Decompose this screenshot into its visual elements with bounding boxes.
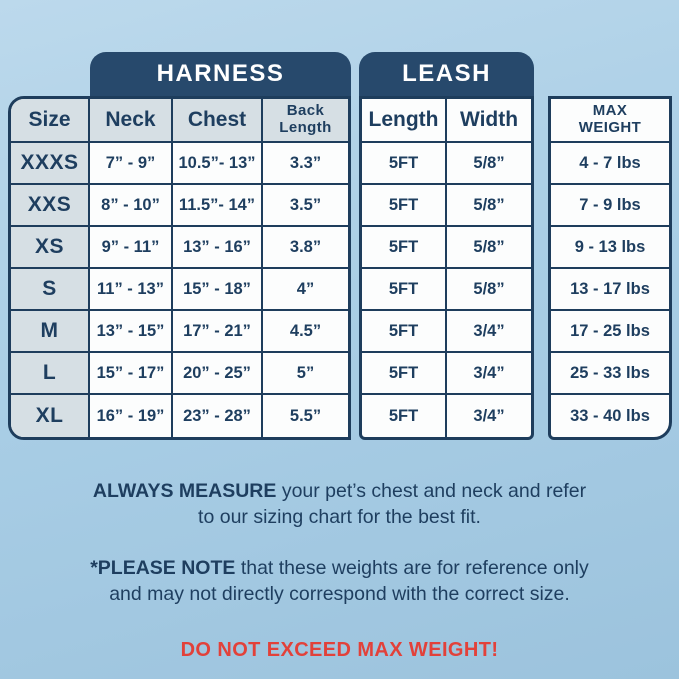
cell-back-length: 4.5” [263, 311, 348, 353]
measure-note-body: your pet’s chest and neck and refer to o… [198, 480, 587, 529]
cell-neck: 16” - 19” [90, 395, 173, 437]
max-weight-warning: DO NOT EXCEED MAX WEIGHT! [180, 638, 499, 661]
cell-max-weight: 7 - 9 lbs [551, 185, 669, 227]
cell-chest: 13” - 16” [173, 227, 263, 269]
harness-section-header: HARNESS [90, 52, 351, 96]
header-chest: Chest [173, 99, 263, 143]
max-weight-table: MAX WEIGHT 4 - 7 lbs 7 - 9 lbs 9 - 13 lb… [548, 96, 672, 440]
cell-leash-width: 3/4” [473, 406, 505, 425]
header-max-weight: MAX WEIGHT [551, 99, 669, 143]
cell-max-weight: 13 - 17 lbs [551, 269, 669, 311]
cell-leash-width: 3/4” [447, 353, 531, 395]
cell-leash-length: 5FT [362, 185, 447, 227]
header-back-length: Back Length [263, 99, 348, 143]
cell-neck: 7” - 9” [90, 143, 173, 185]
cell-leash-width: 5/8” [447, 143, 531, 185]
cell-leash-width: 5/8” [447, 269, 531, 311]
cell-back-length: 3.3” [263, 143, 348, 185]
reference-note: *PLEASE NOTE that these weights are for … [0, 555, 679, 607]
measure-note-lead: ALWAYS MEASURE [92, 480, 277, 502]
header-width: Width [447, 99, 531, 143]
cell-size: XXXS [11, 143, 90, 185]
cell-leash-width: 5/8” [447, 185, 531, 227]
cell-neck: 8” - 10” [90, 185, 173, 227]
header-neck: Neck [90, 99, 173, 143]
cell-size: S [11, 269, 90, 311]
header-size: Size [11, 99, 90, 143]
cell-chest: 15” - 18” [173, 269, 263, 311]
cell-size: XXS [11, 185, 90, 227]
cell-back-length: 3.8” [263, 227, 348, 269]
cell-neck: 15” - 17” [90, 353, 173, 395]
cell-chest: 17” - 21” [173, 311, 263, 353]
cell-max-weight: 4 - 7 lbs [551, 143, 669, 185]
harness-size-table: Size Neck Chest Back Length XXXS 7” - 9”… [8, 96, 351, 440]
harness-section-label: HARNESS [156, 60, 285, 87]
cell-leash-length: 5FT [362, 143, 447, 185]
cell-size: XS [11, 227, 90, 269]
cell-leash-width: 3/4” [447, 311, 531, 353]
cell-chest: 23” - 28” [173, 395, 263, 437]
cell-size: L [11, 353, 90, 395]
cell-leash-length: 5FT [362, 227, 447, 269]
cell-max-weight: 33 - 40 lbs [570, 406, 650, 425]
measure-note: ALWAYS MEASURE your pet’s chest and neck… [0, 478, 679, 530]
cell-back-length: 5.5” [289, 406, 322, 425]
cell-leash-length: 5FT [362, 353, 447, 395]
cell-back-length: 3.5” [263, 185, 348, 227]
reference-note-body: that these weights are for reference onl… [109, 557, 589, 606]
cell-max-weight: 9 - 13 lbs [551, 227, 669, 269]
cell-leash-width: 5/8” [447, 227, 531, 269]
leash-section-label: LEASH [402, 60, 491, 87]
leash-table: Length Width 5FT 5/8” 5FT 5/8” 5FT 5/8” … [359, 96, 534, 440]
section-tabs: HARNESS LEASH [0, 0, 679, 96]
cell-chest: 10.5”- 13” [173, 143, 263, 185]
cell-size: M [11, 311, 90, 353]
cell-leash-length: 5FT [362, 311, 447, 353]
cell-max-weight: 17 - 25 lbs [551, 311, 669, 353]
cell-leash-length: 5FT [362, 395, 447, 437]
size-chart-tables: Size Neck Chest Back Length XXXS 7” - 9”… [0, 96, 679, 440]
cell-neck: 9” - 11” [90, 227, 173, 269]
cell-size: XL [11, 395, 90, 437]
reference-note-lead: *PLEASE NOTE [90, 557, 236, 580]
cell-back-length: 5” [263, 353, 348, 395]
leash-section-header: LEASH [359, 52, 534, 96]
cell-max-weight: 25 - 33 lbs [551, 353, 669, 395]
cell-leash-length: 5FT [362, 269, 447, 311]
cell-chest: 11.5”- 14” [173, 185, 263, 227]
cell-neck: 11” - 13” [90, 269, 173, 311]
cell-back-length: 4” [263, 269, 348, 311]
header-length: Length [362, 99, 447, 143]
cell-chest: 20” - 25” [173, 353, 263, 395]
footer-notes: ALWAYS MEASURE your pet’s chest and neck… [0, 478, 679, 662]
cell-neck: 13” - 15” [90, 311, 173, 353]
